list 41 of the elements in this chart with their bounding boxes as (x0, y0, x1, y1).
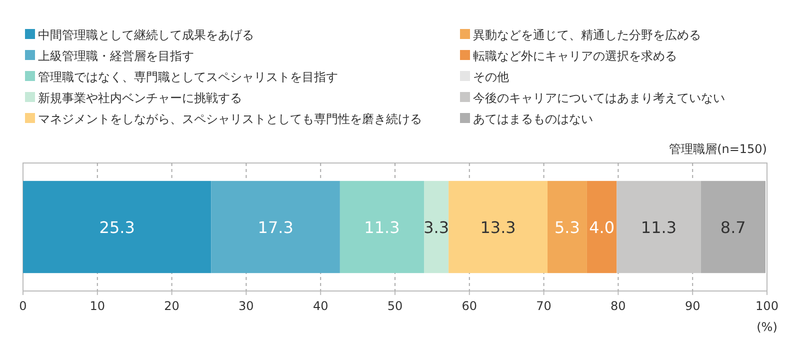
legend-label: 異動などを通じて、精通した分野を広める (473, 28, 701, 42)
legend-label: 新規事業や社内ベンチャーに挑戦する (38, 91, 242, 105)
bar (700, 180, 766, 274)
data-label: 11.3 (364, 218, 400, 237)
data-label: 8.7 (720, 218, 746, 237)
bar (340, 180, 424, 274)
x-tick-label: 10 (90, 299, 106, 313)
bar (616, 180, 701, 274)
legend-label: その他 (473, 70, 509, 84)
data-label: 25.3 (99, 218, 135, 237)
data-label: 17.3 (258, 218, 294, 237)
bar (23, 180, 212, 274)
data-label: 11.3 (640, 218, 677, 237)
legend-label: 今後のキャリアについてはあまり考えていない (473, 91, 725, 105)
x-tick-label: 70 (536, 299, 552, 313)
x-axis-title: (%) (756, 320, 778, 334)
bar (211, 180, 340, 274)
bar (548, 180, 587, 274)
legend-label: あてはまるものはない (473, 112, 593, 126)
x-tick-label: 80 (610, 299, 626, 313)
bar (448, 180, 548, 274)
x-tick-label: 60 (462, 299, 478, 313)
data-label: 5.3 (554, 218, 580, 237)
data-label: 13.3 (480, 218, 516, 237)
x-tick-label: 90 (684, 299, 700, 313)
x-tick-label: 0 (19, 299, 27, 313)
legend-label: マネジメントをしながら、スペシャリストとしても専門性を磨き続ける (38, 112, 422, 126)
legend-label: 中間管理職として継続して成果をあげる (38, 28, 254, 42)
bar (424, 180, 449, 274)
data-label: 4.0 (589, 218, 615, 237)
x-tick-label: 50 (387, 299, 403, 313)
x-tick-label: 20 (164, 299, 180, 313)
x-tick-label: 40 (312, 299, 328, 313)
legend-label: 管理職ではなく、専門職としてスペシャリストを目指す (38, 70, 338, 84)
data-label: 3.3 (424, 218, 450, 237)
x-tick-label: 100 (756, 299, 778, 313)
bar (586, 180, 617, 274)
legend-label: 上級管理職・経営層を目指す (38, 49, 194, 63)
text: 管理職層(n=150) (669, 142, 767, 156)
legend-label: 転職など外にキャリアの選択を求める (473, 49, 677, 63)
x-tick-label: 30 (238, 299, 254, 313)
